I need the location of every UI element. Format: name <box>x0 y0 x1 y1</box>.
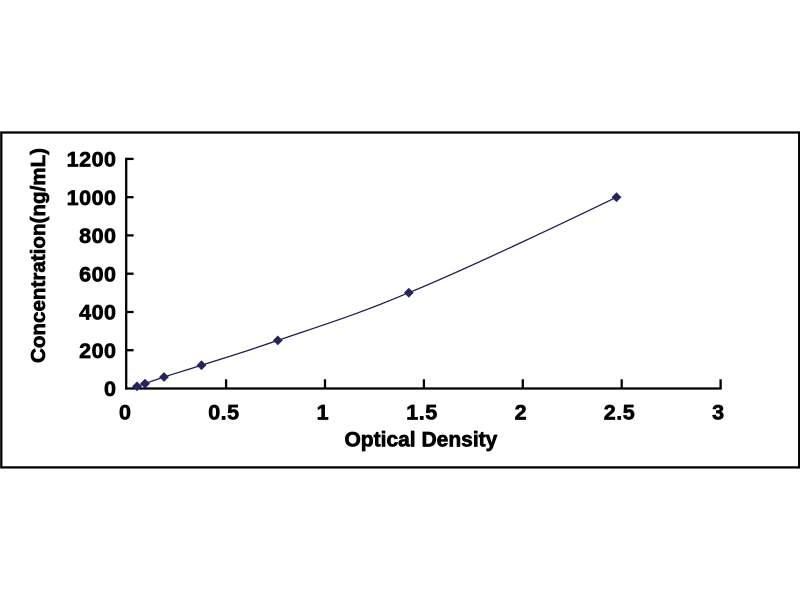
svg-text:Concentration(ng/mL): Concentration(ng/mL) <box>27 148 50 363</box>
svg-text:0: 0 <box>104 377 116 401</box>
svg-text:1: 1 <box>317 401 329 425</box>
svg-text:600: 600 <box>79 262 116 286</box>
svg-text:2.5: 2.5 <box>604 401 635 425</box>
svg-text:2: 2 <box>515 401 527 425</box>
svg-text:400: 400 <box>79 301 116 325</box>
svg-text:1200: 1200 <box>67 148 117 172</box>
svg-text:200: 200 <box>79 339 116 363</box>
svg-text:0: 0 <box>119 401 131 425</box>
svg-text:800: 800 <box>79 224 116 248</box>
svg-text:1000: 1000 <box>67 186 117 210</box>
svg-text:0.5: 0.5 <box>208 401 239 425</box>
svg-text:Optical Density: Optical Density <box>344 429 497 452</box>
svg-text:3: 3 <box>712 401 724 425</box>
svg-text:1.5: 1.5 <box>406 401 437 425</box>
